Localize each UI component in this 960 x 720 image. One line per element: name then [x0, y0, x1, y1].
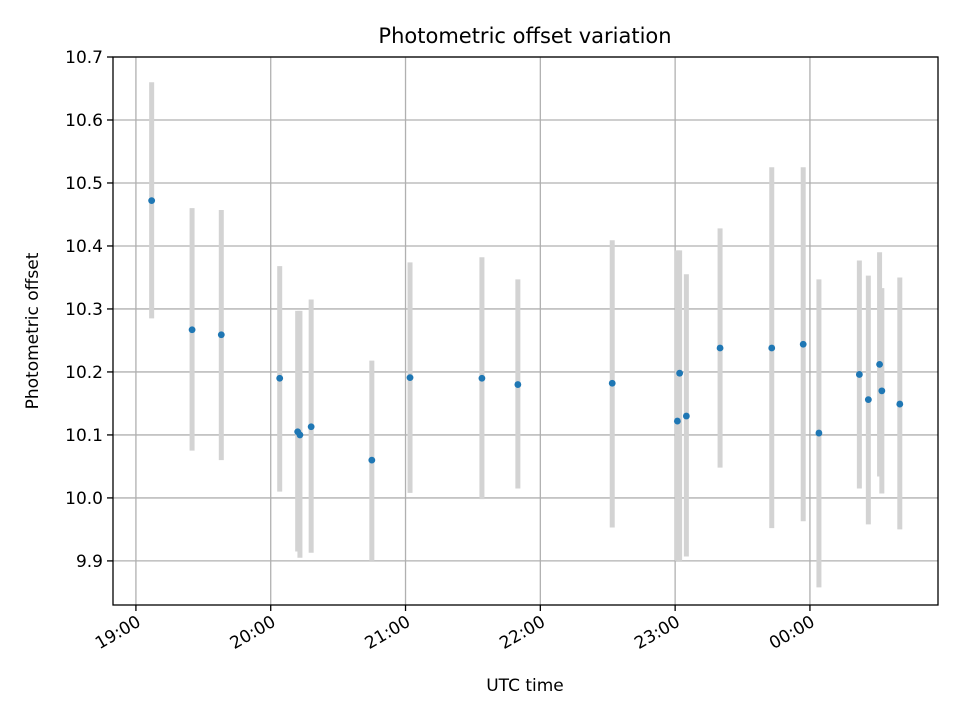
data-point — [768, 344, 776, 352]
data-point — [815, 429, 823, 437]
data-point — [876, 360, 883, 368]
y-tick-label: 10.7 — [65, 48, 103, 68]
plot-frame — [112, 56, 939, 606]
x-axis-label: UTC time — [486, 676, 564, 696]
data-point — [799, 340, 807, 348]
y-tick-label: 10.1 — [65, 426, 103, 446]
y-tick-label: 10.0 — [65, 489, 103, 509]
y-tick-label: 10.3 — [65, 300, 103, 320]
data-point — [188, 326, 196, 334]
chart-title: Photometric offset variation — [378, 24, 671, 48]
y-tick-label: 10.2 — [65, 363, 103, 383]
y-tick-label: 10.5 — [65, 174, 103, 194]
data-point — [716, 344, 724, 352]
data-point — [148, 197, 156, 205]
data-point — [307, 423, 315, 431]
data-point — [673, 417, 681, 425]
data-point — [878, 387, 886, 395]
y-tick-label: 10.4 — [65, 237, 103, 257]
data-points — [148, 197, 904, 464]
data-point — [368, 456, 376, 464]
data-point — [296, 431, 304, 439]
data-point — [682, 412, 690, 420]
data-point — [276, 374, 284, 382]
y-axis: 9.9 10.0 10.1 10.2 10.3 10.4 10.5 10.6 10.7 — [65, 48, 113, 572]
y-axis-label: Photometric offset — [23, 252, 43, 409]
y-tick-label: 10.6 — [65, 111, 103, 131]
y-tick-label: 9.9 — [76, 552, 103, 572]
data-point — [896, 400, 904, 408]
data-point — [676, 369, 684, 377]
data-point — [478, 374, 486, 382]
data-point — [217, 331, 225, 339]
data-point — [514, 381, 522, 388]
data-point — [864, 396, 872, 404]
data-point — [855, 371, 863, 378]
data-point — [406, 374, 414, 382]
data-point — [608, 379, 616, 387]
